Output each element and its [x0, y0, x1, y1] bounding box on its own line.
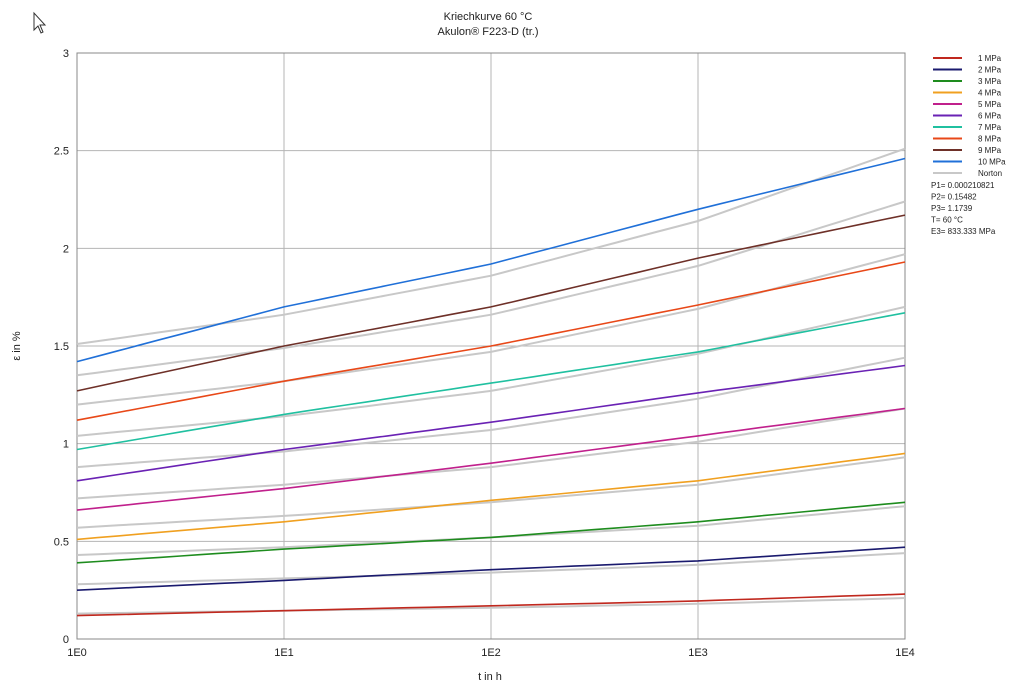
legend-label: 5 MPa: [978, 100, 1002, 109]
y-tick-label: 0.5: [54, 536, 69, 548]
series-line: [76, 157, 906, 363]
y-tick-label: 2: [63, 243, 69, 255]
y-tick-label: 2.5: [54, 146, 69, 158]
parameter-text: P3= 1.1739: [931, 204, 973, 213]
x-tick-label: 1E2: [481, 647, 501, 659]
x-tick-label: 1E3: [688, 647, 708, 659]
y-tick-label: 1.5: [54, 341, 69, 353]
series-line: [76, 312, 906, 451]
legend-label: 1 MPa: [978, 54, 1002, 63]
series-line: [76, 501, 906, 564]
series-line: [76, 546, 906, 591]
chart-title: Kriechkurve 60 °C: [444, 11, 533, 23]
series-line: [76, 593, 906, 617]
legend-label: 2 MPa: [978, 66, 1002, 75]
norton-curve: [76, 407, 906, 500]
mouse-pointer-icon: [33, 11, 47, 34]
plot-border: [76, 52, 906, 640]
parameter-text: P2= 0.15482: [931, 193, 977, 202]
x-tick-label: 1E4: [895, 647, 915, 659]
series-line: [76, 214, 906, 392]
series-line: [76, 261, 906, 421]
norton-curve: [76, 552, 906, 586]
y-tick-label: 3: [63, 48, 69, 60]
parameter-text: E3= 833.333 MPa: [931, 227, 996, 236]
chart-subtitle: Akulon® F223-D (tr.): [437, 26, 538, 38]
parameter-text: T= 60 °C: [931, 216, 963, 225]
legend-label: 10 MPa: [978, 158, 1006, 167]
legend-label: 3 MPa: [978, 77, 1002, 86]
tick-labels: 1E0 1E1 1E2 1E3 1E4 0 0.5 1 1.5 2 2.5 3: [54, 48, 915, 659]
legend-label: 4 MPa: [978, 89, 1002, 98]
norton-curve: [76, 356, 906, 469]
series-line: [76, 364, 906, 482]
series-line: [76, 452, 906, 541]
legend: 1 MPa 2 MPa 3 MPa 4 MPa 5 MPa 6 MPa 7 MPa 8 MPa…: [933, 54, 1006, 178]
norton-curve: [76, 456, 906, 529]
parameter-list: P1= 0.000210821 P2= 0.15482 P3= 1.1739 T= 6…: [931, 181, 996, 236]
legend-label: 7 MPa: [978, 123, 1002, 132]
y-tick-label: 0: [63, 634, 69, 646]
y-axis-title: ε in %: [11, 331, 23, 361]
series-lines: [76, 157, 906, 617]
legend-label: 9 MPa: [978, 146, 1002, 155]
y-tick-label: 1: [63, 439, 69, 451]
legend-label: 6 MPa: [978, 112, 1002, 121]
legend-label: Norton: [978, 169, 1002, 178]
plot-frame: [76, 52, 906, 640]
legend-label: 8 MPa: [978, 135, 1002, 144]
x-tick-label: 1E1: [274, 647, 294, 659]
parameter-text: P1= 0.000210821: [931, 181, 995, 190]
series-line: [76, 407, 906, 511]
x-axis-title: t in h: [478, 671, 502, 683]
x-tick-label: 1E0: [67, 647, 87, 659]
